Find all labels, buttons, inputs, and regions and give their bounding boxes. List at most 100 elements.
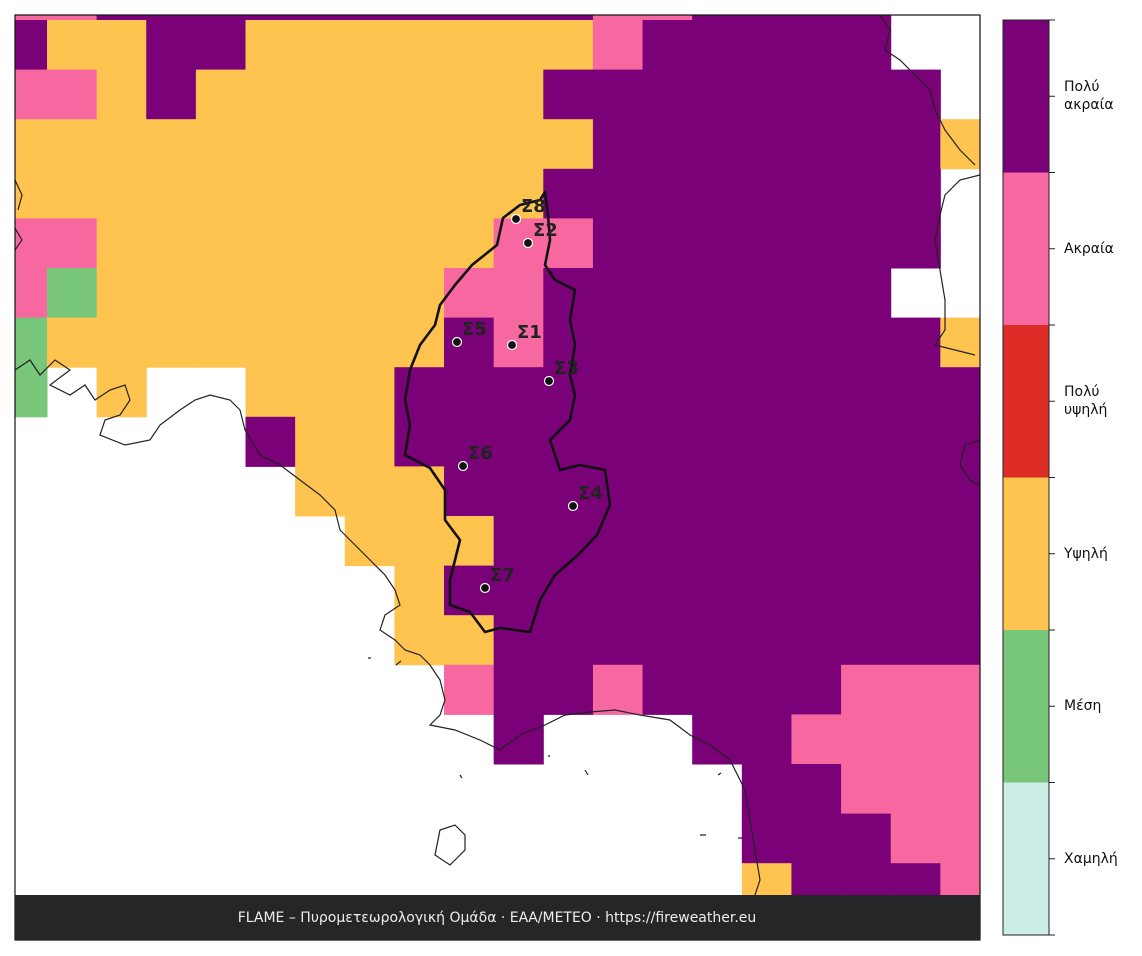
cell — [841, 69, 892, 120]
cell — [96, 20, 147, 71]
cell — [96, 119, 147, 170]
cell — [642, 317, 693, 368]
cell — [692, 15, 743, 21]
cell — [245, 218, 296, 269]
station-marker — [506, 339, 518, 351]
cell — [295, 119, 346, 170]
cell — [96, 317, 147, 368]
cell — [890, 764, 941, 815]
cell — [96, 218, 147, 269]
cell — [344, 20, 395, 71]
cell — [543, 69, 594, 120]
cell — [741, 119, 792, 170]
cell — [741, 367, 792, 418]
cell — [493, 15, 544, 21]
colorbar-segment — [1003, 20, 1049, 173]
cell — [245, 168, 296, 219]
cell — [394, 119, 445, 170]
cell — [344, 416, 395, 467]
cell — [692, 168, 743, 219]
cell — [493, 516, 544, 567]
cell — [444, 367, 495, 418]
cell — [245, 119, 296, 170]
cell — [394, 15, 445, 21]
cell — [791, 69, 842, 120]
cell — [47, 218, 98, 269]
cell — [642, 367, 693, 418]
cell — [890, 615, 941, 666]
cell — [841, 317, 892, 368]
cell — [841, 565, 892, 616]
cell — [841, 615, 892, 666]
cell — [592, 516, 644, 567]
cell — [642, 15, 693, 21]
cell — [15, 317, 48, 368]
cell — [394, 367, 445, 418]
cell — [47, 20, 98, 71]
cell — [543, 119, 594, 170]
cell — [295, 268, 346, 319]
cell — [47, 268, 98, 319]
cell — [146, 119, 197, 170]
station-label: Σ6 — [468, 443, 493, 464]
cell — [791, 218, 842, 269]
cell — [394, 615, 445, 666]
cell — [692, 317, 743, 368]
cell — [543, 15, 594, 21]
cell — [741, 218, 792, 269]
cell — [493, 416, 544, 467]
cell — [394, 69, 445, 120]
cell — [741, 516, 792, 567]
cell — [642, 69, 693, 120]
cell — [692, 664, 743, 715]
colorbar-segment — [1003, 172, 1049, 325]
cell — [841, 218, 892, 269]
cell — [195, 119, 247, 170]
cell — [791, 466, 842, 517]
cell — [394, 565, 445, 616]
cell — [444, 416, 495, 467]
cell — [47, 15, 98, 21]
cell — [592, 15, 644, 21]
cell — [344, 119, 395, 170]
cell — [592, 168, 644, 219]
cell — [940, 367, 980, 418]
cell — [444, 15, 495, 21]
cell — [642, 168, 693, 219]
cell — [444, 20, 495, 71]
colorbar-label: Πολύ ακραία — [1064, 79, 1114, 114]
colorbar-segment — [1003, 477, 1049, 630]
cell — [940, 317, 980, 368]
cell — [344, 317, 395, 368]
cell — [444, 218, 495, 269]
cell — [791, 764, 842, 815]
station-marker — [510, 213, 522, 225]
cell — [841, 466, 892, 517]
cell — [841, 168, 892, 219]
cell — [146, 15, 197, 21]
cell — [791, 664, 842, 715]
cell — [15, 20, 48, 71]
cell — [146, 218, 197, 269]
colorbar-segment — [1003, 630, 1049, 783]
cell — [493, 714, 544, 765]
cell — [791, 813, 842, 864]
cell — [890, 813, 941, 864]
cell — [15, 69, 48, 120]
cell — [940, 466, 980, 517]
cell — [295, 15, 346, 21]
cell — [195, 168, 247, 219]
cell — [344, 466, 395, 517]
cell — [791, 416, 842, 467]
cell — [841, 15, 892, 21]
footer-text: FLAME – Πυρομετεωρολογική Ομάδα · ΕΑΑ/ME… — [238, 910, 757, 926]
cell — [15, 15, 48, 21]
cell — [195, 317, 247, 368]
cell — [295, 317, 346, 368]
cell — [841, 367, 892, 418]
cell — [543, 367, 594, 418]
cell — [493, 119, 544, 170]
cell — [741, 466, 792, 517]
cell — [245, 317, 296, 368]
